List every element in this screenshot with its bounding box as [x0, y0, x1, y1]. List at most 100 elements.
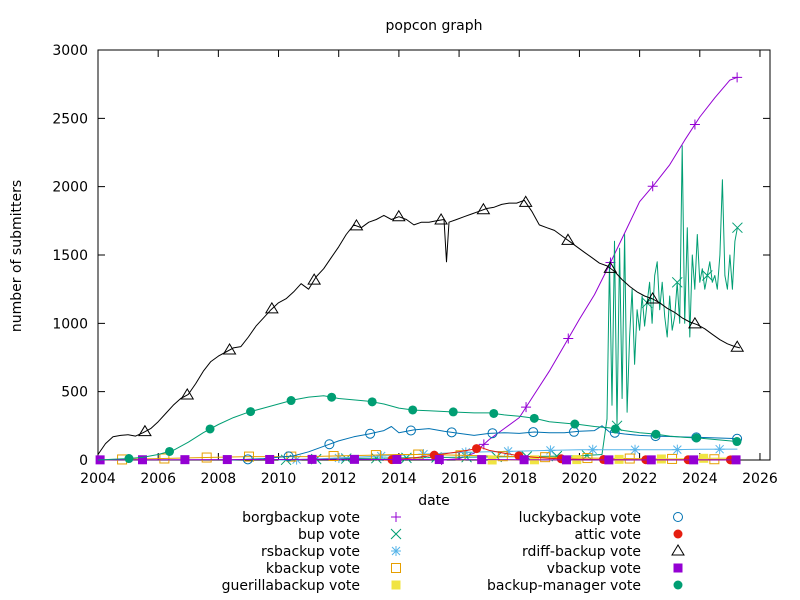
point-backup-manager — [651, 429, 661, 439]
point-rdiff-backup — [138, 424, 152, 437]
point-rdiff-backup — [561, 233, 575, 245]
point-backup-manager — [691, 433, 701, 443]
legend-symbol-kbackup — [391, 563, 401, 573]
point-rsbackup — [376, 451, 387, 462]
x-tick-label: 2024 — [682, 471, 718, 487]
x-axis-label: date — [418, 493, 450, 509]
x-tick-label: 2004 — [80, 471, 116, 487]
legend-label-backup-manager: backup-manager vote — [487, 578, 641, 594]
point-vbackup — [349, 454, 359, 464]
x-tick-label: 2010 — [261, 471, 297, 487]
point-bup — [461, 451, 472, 463]
point-rsbackup — [672, 444, 683, 455]
chart-title: popcon graph — [386, 18, 483, 34]
point-vbackup — [477, 455, 487, 465]
legend-label-kbackup: kbackup vote — [266, 561, 360, 577]
point-borgbackup — [732, 72, 743, 83]
y-axis-label: number of submitters — [9, 180, 25, 332]
point-vbackup — [222, 455, 232, 465]
point-luckybackup — [446, 427, 457, 438]
point-luckybackup — [405, 425, 416, 436]
point-kbackup — [540, 452, 551, 463]
point-kbackup — [159, 453, 170, 464]
point-backup-manager — [124, 454, 134, 464]
point-kbackup — [328, 451, 339, 462]
point-vbackup — [519, 455, 529, 465]
point-rsbackup — [460, 447, 471, 458]
legend-symbol-borgbackup — [391, 512, 401, 522]
legend-label-attic: attic vote — [574, 527, 641, 543]
x-tick-label: 2012 — [321, 471, 357, 487]
point-rdiff-backup — [391, 209, 406, 222]
legend-symbol-backup-manager — [673, 580, 683, 590]
point-luckybackup — [324, 439, 335, 450]
point-borgbackup — [521, 402, 532, 413]
point-backup-manager — [327, 392, 337, 402]
y-tick-label: 2500 — [52, 111, 88, 127]
point-rdiff-backup — [222, 343, 237, 355]
point-guerillabackup — [699, 453, 709, 463]
point-rdiff-backup — [603, 261, 618, 273]
point-luckybackup — [528, 427, 539, 438]
point-backup-manager — [732, 437, 742, 447]
point-kbackup — [201, 452, 212, 463]
point-rdiff-backup — [434, 213, 448, 225]
point-rdiff-backup — [730, 340, 745, 352]
point-bup — [671, 276, 683, 288]
x-tick-label: 2014 — [381, 471, 417, 487]
point-rsbackup — [333, 452, 344, 463]
x-tick-label: 2022 — [622, 471, 658, 487]
point-rsbackup — [714, 444, 725, 455]
point-luckybackup — [283, 451, 294, 462]
point-borgbackup — [689, 119, 700, 130]
legend-symbol-bup — [390, 528, 402, 540]
point-attic — [472, 444, 482, 454]
series-line-backup-manager — [97, 395, 738, 461]
point-vbackup — [604, 455, 614, 465]
legend-symbol-guerillabackup — [391, 580, 401, 590]
legend-label-borgbackup: borgbackup vote — [242, 510, 360, 526]
point-backup-manager — [489, 408, 499, 418]
point-backup-manager — [448, 407, 458, 417]
legend-symbol-rdiff-backup — [671, 544, 685, 556]
point-backup-manager — [205, 424, 215, 434]
series-line-attic — [383, 447, 738, 461]
point-rdiff-backup — [688, 316, 702, 329]
point-bup — [701, 270, 713, 281]
point-kbackup — [709, 454, 720, 465]
point-vbackup — [392, 454, 402, 464]
legend-symbol-luckybackup — [673, 512, 683, 522]
y-tick-label: 3000 — [52, 43, 88, 59]
point-rdiff-backup — [349, 218, 364, 231]
plot-area — [95, 72, 745, 466]
point-vbackup — [138, 455, 148, 465]
legend-symbol-attic — [673, 529, 683, 539]
legend-label-luckybackup: luckybackup vote — [519, 510, 641, 526]
x-tick-label: 2008 — [201, 471, 237, 487]
point-backup-manager — [570, 419, 580, 429]
point-vbackup — [265, 454, 275, 464]
point-rdiff-backup — [307, 273, 322, 285]
point-rdiff-backup — [645, 292, 660, 304]
point-vbackup — [646, 455, 656, 465]
point-guerillabackup — [656, 454, 666, 464]
series-line-rdiff-backup — [97, 199, 741, 455]
x-tick-label: 2026 — [742, 471, 778, 487]
point-borgbackup — [647, 181, 658, 192]
point-rsbackup — [503, 446, 514, 457]
point-bup — [732, 222, 743, 234]
point-backup-manager — [286, 396, 296, 406]
legend-label-rsbackup: rsbackup vote — [261, 544, 360, 560]
point-luckybackup — [487, 428, 498, 439]
point-backup-manager — [165, 446, 175, 456]
legend-label-rdiff-backup: rdiff-backup vote — [522, 544, 641, 560]
point-vbackup — [689, 455, 699, 465]
point-vbackup — [180, 455, 190, 465]
x-tick-label: 2018 — [501, 471, 537, 487]
point-backup-manager — [529, 413, 539, 423]
point-vbackup — [731, 455, 741, 465]
